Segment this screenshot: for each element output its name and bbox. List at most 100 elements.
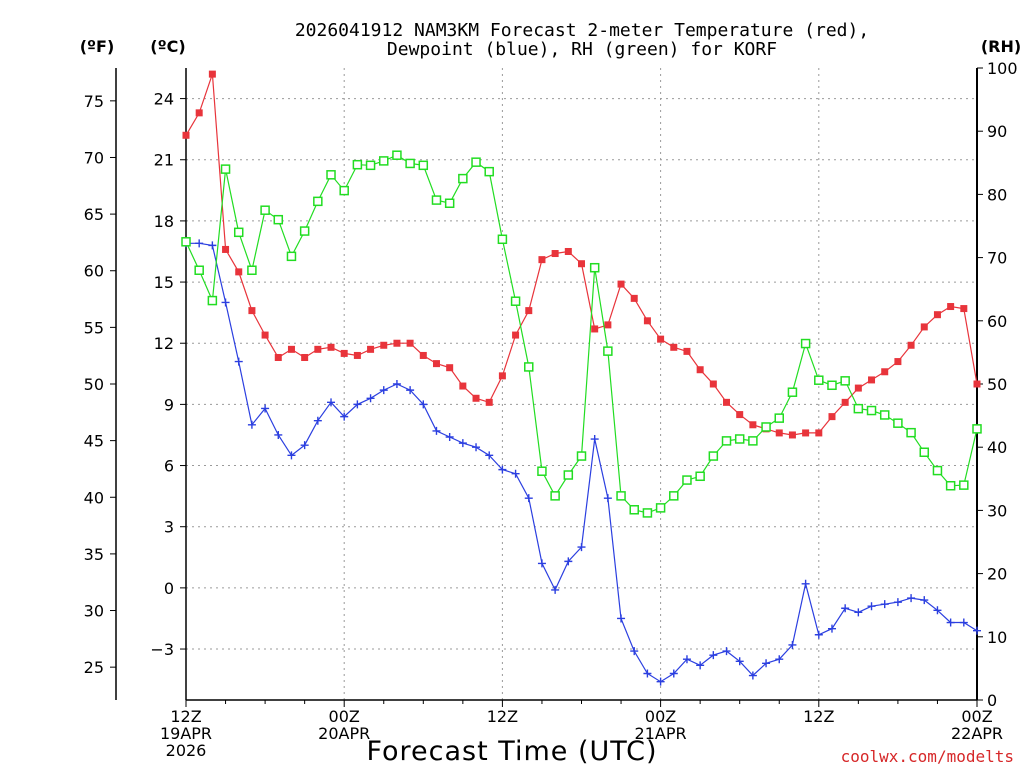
rh-point: [220, 164, 231, 174]
celsius-tick-label: 9: [164, 395, 174, 414]
dewpoint-point: [709, 651, 718, 660]
rh-point: [932, 465, 943, 476]
rh-point: [734, 434, 745, 444]
rh-point: [471, 157, 481, 167]
rh-point: [893, 418, 903, 428]
dewpoint-point: [788, 640, 797, 649]
fahrenheit-tick-label: 70: [84, 148, 104, 167]
chart-title-line-2: Dewpoint (blue), RH (green) for KORF: [387, 39, 777, 60]
dewpoint-point: [867, 602, 876, 611]
rh-point: [840, 376, 850, 386]
rh-point: [721, 436, 732, 446]
temperature-point: [432, 360, 440, 368]
temperature-point: [828, 413, 836, 421]
celsius-tick-label: −3: [150, 640, 174, 659]
temperature-point: [195, 109, 203, 117]
gridlines: [186, 68, 977, 700]
rh-tick-label: 50: [987, 375, 1007, 394]
dewpoint-point: [247, 420, 256, 429]
dewpoint-point: [946, 618, 955, 627]
rh-unit-label: (RH): [981, 37, 1021, 56]
rh-point: [510, 296, 521, 306]
rh-point: [484, 166, 494, 177]
rh-point: [260, 205, 270, 215]
dewpoint-point: [801, 579, 810, 588]
rh-tick-label: 0: [987, 691, 997, 710]
rh-point: [563, 470, 574, 480]
rh-point: [866, 405, 877, 416]
dewpoint-point: [537, 559, 546, 568]
rh-point: [207, 295, 218, 306]
fahrenheit-tick-label: 75: [84, 92, 104, 111]
temperature-point: [301, 353, 309, 361]
temperature-point: [643, 317, 651, 325]
dewpoint-point: [392, 380, 401, 388]
celsius-tick-label: 12: [154, 334, 174, 353]
temperature-point: [485, 398, 493, 406]
fahrenheit-unit-label: (ºF): [80, 37, 115, 56]
temperature-point: [208, 70, 216, 78]
rh-point: [458, 173, 468, 184]
temperature-point: [367, 345, 375, 353]
rh-point: [418, 160, 429, 171]
rh-point: [431, 195, 442, 205]
temperature-point: [578, 260, 585, 268]
dewpoint-point: [920, 596, 929, 605]
rh-point: [695, 471, 705, 482]
temperature-point: [380, 341, 388, 349]
dewpoint-point: [880, 600, 889, 609]
dewpoint-point: [722, 647, 731, 656]
dewpoint-point: [590, 435, 599, 444]
temperature-point: [525, 307, 533, 315]
rh-tick-label: 40: [987, 438, 1007, 457]
dewpoint-point: [524, 494, 533, 503]
temperature-point: [894, 358, 902, 366]
dewpoint-point: [208, 241, 217, 250]
celsius-tick-label: 24: [154, 90, 174, 109]
temperature-point: [802, 429, 810, 437]
x-tick-label: 22APR: [951, 724, 1003, 743]
dewpoint-point: [419, 400, 428, 409]
x-tick-label: 2026: [166, 741, 207, 760]
fahrenheit-tick-label: 35: [84, 545, 104, 564]
dewpoint-point: [959, 618, 968, 627]
temperature-point: [868, 376, 876, 384]
temperature-point: [960, 305, 968, 313]
temperature-point: [670, 343, 678, 351]
labels: 2026041912 NAM3KM Forecast 2-meter Tempe…: [80, 20, 1021, 767]
temperature-point: [788, 431, 796, 439]
temperature-point: [314, 345, 322, 353]
temperature-point: [881, 368, 889, 376]
celsius-tick-label: 15: [154, 273, 174, 292]
temperature-point: [235, 268, 243, 276]
dewpoint-point: [498, 465, 507, 474]
temperature-point: [327, 343, 335, 351]
temperature-point: [512, 331, 520, 339]
rh-point: [761, 422, 771, 432]
dewpoint-point: [300, 441, 309, 450]
dewpoint-point: [221, 298, 230, 307]
rh-point: [313, 196, 323, 207]
temperature-point: [274, 353, 282, 361]
rh-point: [576, 451, 587, 461]
temperature-point: [775, 429, 783, 437]
dewpoint-point: [313, 416, 322, 425]
temperature-point: [854, 384, 862, 392]
rh-point: [524, 362, 534, 372]
dewpoint-point: [406, 386, 415, 395]
x-axis-title: Forecast Time (UTC): [366, 736, 657, 767]
x-tick-label: 21APR: [635, 724, 687, 743]
rh-point: [379, 156, 389, 166]
dewpoint-point: [379, 386, 388, 395]
temperature-point: [841, 398, 849, 406]
dewpoint-point: [445, 433, 454, 442]
rh-point: [405, 158, 415, 169]
rh-tick-label: 10: [987, 628, 1007, 647]
rh-point: [339, 185, 349, 196]
dewpoint-point: [643, 669, 652, 678]
dewpoint-point: [617, 614, 626, 623]
rh-tick-label: 20: [987, 565, 1007, 584]
rh-point: [945, 481, 956, 491]
temperature-point: [604, 321, 612, 329]
